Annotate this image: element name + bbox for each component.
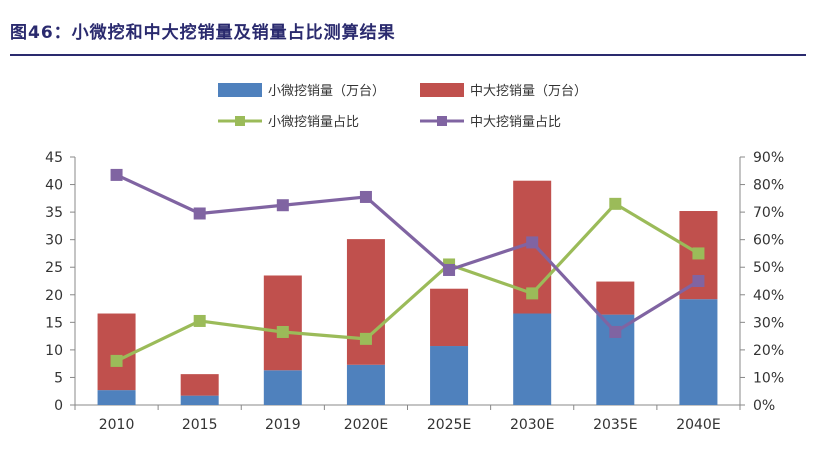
medium-large-excavator-share-point: [692, 275, 705, 287]
x-tick-label: 2010: [99, 417, 135, 433]
legend-swatch-marker: [437, 116, 447, 126]
figure-title: 图46：小微挖和中大挖销量及销量占比测算结果: [10, 23, 396, 43]
medium-large-excavator-share-point: [359, 190, 372, 203]
bar-series: [97, 180, 718, 405]
x-tick-label: 2030E: [510, 417, 554, 433]
y-left-tick-label: 15: [45, 315, 63, 331]
y-right-tick-label: 80%: [753, 178, 784, 194]
y-left-tick-label: 35: [45, 205, 63, 221]
medium-large-excavator-sales-bar: [430, 288, 469, 347]
legend-label: 小微挖销量占比: [268, 115, 359, 130]
small-excavator-share-point: [526, 287, 539, 300]
y-right-tick-label: 10%: [753, 370, 784, 386]
medium-large-excavator-sales-bar: [263, 275, 302, 371]
small-excavator-sales-bar: [430, 346, 469, 405]
small-excavator-sales-bar: [180, 395, 219, 405]
medium-large-excavator-share-point: [526, 236, 539, 249]
legend-label: 中大挖销量（万台）: [470, 84, 587, 99]
small-excavator-share-line: [115, 202, 700, 363]
chart-legend: 小微挖销量（万台） 中大挖销量（万台） 小微挖销量占比 中大挖销量占比: [218, 83, 587, 130]
y-left-tick-label: 10: [45, 343, 63, 359]
y-left-tick-label: 25: [45, 260, 63, 276]
medium-large-excavator-sales-bar: [97, 313, 136, 391]
medium-large-excavator-share-point: [276, 199, 289, 212]
small-excavator-share-point: [110, 354, 123, 367]
small-excavator-share-point: [193, 314, 206, 327]
medium-large-excavator-share-point: [193, 207, 206, 220]
x-tick-label: 2040E: [676, 417, 720, 433]
y-right-tick-label: 40%: [753, 288, 784, 304]
x-tick-label: 2035E: [593, 417, 637, 433]
chart-axes: 0 5 10 15 20 25 30 35 40 45 0% 10% 20% 30% 40% 50% 60% 70…: [45, 150, 784, 433]
line-series: [110, 168, 705, 367]
small-excavator-share-point: [609, 197, 622, 210]
legend-swatch-marker: [235, 116, 245, 126]
y-left-tick-label: 5: [54, 370, 63, 386]
small-excavator-share-point: [692, 247, 705, 260]
small-excavator-sales-bar: [513, 313, 552, 405]
medium-large-excavator-sales-bar: [596, 281, 635, 315]
y-right-tick-label: 50%: [753, 260, 784, 276]
x-tick-label: 2020E: [344, 417, 388, 433]
small-excavator-sales-bar: [346, 364, 385, 405]
medium-large-excavator-share-line: [115, 173, 700, 334]
y-left-tick-label: 45: [45, 150, 63, 166]
small-excavator-share-point: [276, 325, 289, 338]
y-left-tick-label: 20: [45, 288, 63, 304]
medium-large-excavator-share-point: [443, 263, 456, 276]
y-left-tick-label: 0: [54, 398, 63, 414]
y-right-tick-label: 70%: [753, 205, 784, 221]
medium-large-excavator-sales-bar: [346, 239, 385, 365]
x-tick-label: 2019: [265, 417, 301, 433]
y-right-tick-label: 90%: [753, 150, 784, 166]
small-excavator-sales-bar: [97, 390, 136, 405]
y-right-tick-label: 30%: [753, 315, 784, 331]
legend-swatch-bar: [420, 83, 464, 97]
medium-large-excavator-share-point: [110, 168, 123, 181]
small-excavator-sales-bar: [263, 370, 302, 405]
y-left-tick-label: 40: [45, 178, 63, 194]
y-right-tick-label: 20%: [753, 343, 784, 359]
medium-large-excavator-sales-bar: [180, 374, 219, 396]
figure-header: 图46：小微挖和中大挖销量及销量占比测算结果: [10, 8, 806, 56]
y-right-tick-label: 0%: [753, 398, 775, 414]
x-tick-label: 2025E: [427, 417, 471, 433]
medium-large-excavator-share-point: [609, 325, 622, 338]
x-tick-label: 2015: [182, 417, 218, 433]
small-excavator-sales-bar: [679, 299, 718, 405]
legend-label: 小微挖销量（万台）: [268, 84, 385, 99]
small-excavator-share-point: [359, 332, 372, 345]
y-left-tick-label: 30: [45, 233, 63, 249]
title-divider: [10, 54, 806, 56]
y-right-tick-label: 60%: [753, 233, 784, 249]
legend-label: 中大挖销量占比: [470, 115, 561, 130]
legend-swatch-bar: [218, 83, 262, 97]
